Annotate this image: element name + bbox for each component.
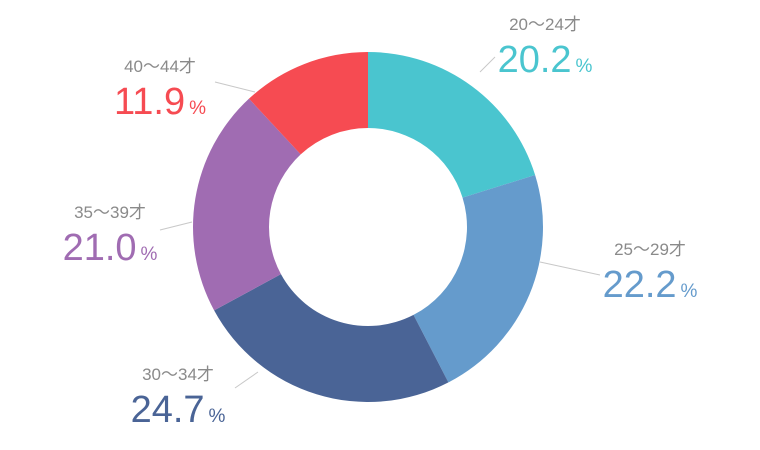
donut-slice-4 (193, 98, 301, 311)
category-label-5: 40～44才 (124, 57, 196, 76)
leader-line-1 (479, 56, 496, 73)
slice-labels: 20～24才 20.2 % 25～29才 22.2 % 30～34才 24.7 % 35～39才 2… (63, 15, 698, 431)
value-label-2: 22.2% (603, 264, 698, 306)
donut-slice-2 (413, 175, 543, 383)
leader-line-2 (539, 261, 601, 276)
donut-slices (193, 52, 543, 403)
value-label-4: 21.0% (63, 227, 158, 269)
value-label-5: 11.9% (114, 81, 206, 123)
category-label-2: 25～29才 (614, 240, 686, 259)
leader-line-4 (159, 221, 193, 231)
leader-lines (159, 56, 601, 389)
donut-slice-3 (214, 274, 449, 403)
value-label-3: 24.7% (131, 389, 226, 431)
leader-line-5 (214, 81, 256, 93)
category-label-4: 35～39才 (74, 203, 146, 222)
donut-slice-5 (249, 52, 368, 155)
leader-line-3 (234, 371, 259, 389)
category-label-3: 30～34才 (142, 365, 214, 384)
donut-slice-1 (368, 52, 536, 198)
category-label-1: 20～24才 (509, 15, 581, 34)
value-label-1: 20.2% (498, 39, 593, 81)
